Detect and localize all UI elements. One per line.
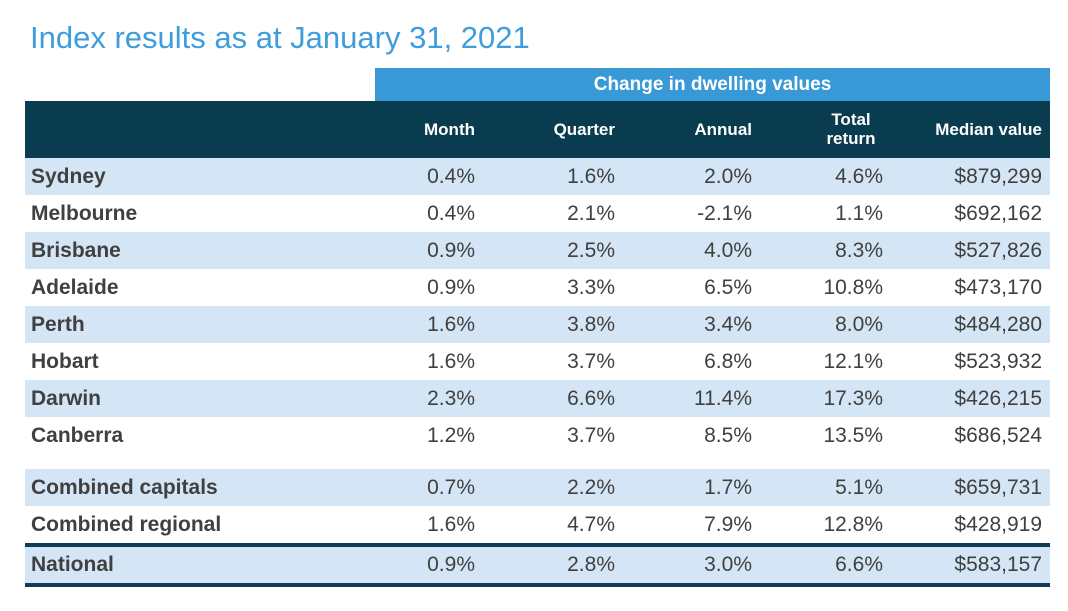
total-return-cell: 5.1% xyxy=(835,475,883,499)
month-cell: 0.9% xyxy=(427,275,475,299)
month-cell: 1.2% xyxy=(427,423,475,447)
capital-city-rows: Sydney 0.4% 1.6% 2.0% 4.6% $879,299 Melb… xyxy=(25,158,1050,454)
month-cell: 0.4% xyxy=(427,164,475,188)
table-row: Combined capitals 0.7% 2.2% 1.7% 5.1% $6… xyxy=(25,469,1050,506)
region-cell: Brisbane xyxy=(31,238,121,262)
month-cell: 1.6% xyxy=(427,512,475,536)
month-cell: 2.3% xyxy=(427,386,475,410)
total-return-cell: 4.6% xyxy=(835,164,883,188)
table-row: Hobart 1.6% 3.7% 6.8% 12.1% $523,932 xyxy=(25,343,1050,380)
table-row: Darwin 2.3% 6.6% 11.4% 17.3% $426,215 xyxy=(25,380,1050,417)
results-table: Change in dwelling values Month Quarter … xyxy=(25,68,1050,587)
total-return-cell: 1.1% xyxy=(835,201,883,225)
month-cell: 1.6% xyxy=(427,312,475,336)
region-cell: Canberra xyxy=(31,423,124,447)
median-value-cell: $686,524 xyxy=(954,423,1042,447)
median-value-cell: $879,299 xyxy=(954,164,1042,188)
annual-cell: 11.4% xyxy=(694,386,752,410)
group-spacer xyxy=(25,454,1050,469)
median-value-cell: $527,826 xyxy=(954,238,1042,262)
median-value-cell: $523,932 xyxy=(954,349,1042,373)
column-header-quarter: Quarter xyxy=(553,119,615,139)
table-row: Combined regional 1.6% 4.7% 7.9% 12.8% $… xyxy=(25,506,1050,543)
table-row: Adelaide 0.9% 3.3% 6.5% 10.8% $473,170 xyxy=(25,269,1050,306)
month-cell: 0.9% xyxy=(427,238,475,262)
annual-cell: 3.4% xyxy=(704,312,752,336)
table-row: Melbourne 0.4% 2.1% -2.1% 1.1% $692,162 xyxy=(25,195,1050,232)
table-row: Canberra 1.2% 3.7% 8.5% 13.5% $686,524 xyxy=(25,417,1050,454)
total-return-cell: 8.0% xyxy=(835,312,883,336)
column-header-total-return: Total return xyxy=(757,110,888,150)
median-value-cell: $473,170 xyxy=(954,275,1042,299)
quarter-cell: 3.7% xyxy=(567,349,615,373)
total-return-cell: 10.8% xyxy=(823,275,883,299)
table-row: Sydney 0.4% 1.6% 2.0% 4.6% $879,299 xyxy=(25,158,1050,195)
quarter-cell: 3.7% xyxy=(567,423,615,447)
page-title: Index results as at January 31, 2021 xyxy=(30,20,530,55)
spanner-header: Change in dwelling values xyxy=(375,68,1050,101)
annual-cell: 7.9% xyxy=(704,512,752,536)
table-row: Brisbane 0.9% 2.5% 4.0% 8.3% $527,826 xyxy=(25,232,1050,269)
month-cell: 0.7% xyxy=(427,475,475,499)
median-value-cell: $692,162 xyxy=(954,201,1042,225)
quarter-cell: 3.8% xyxy=(567,312,615,336)
annual-cell: -2.1% xyxy=(697,201,752,225)
median-value-cell: $484,280 xyxy=(954,312,1042,336)
region-cell: Darwin xyxy=(31,386,102,410)
annual-cell: 2.0% xyxy=(704,164,752,188)
total-return-cell: 6.6% xyxy=(835,553,883,576)
region-cell: Sydney xyxy=(31,164,106,188)
quarter-cell: 1.6% xyxy=(567,164,615,188)
region-cell: Melbourne xyxy=(31,201,138,225)
total-return-cell: 12.1% xyxy=(823,349,883,373)
region-cell: Perth xyxy=(31,312,85,336)
page: Index results as at January 31, 2021 Cha… xyxy=(0,16,1068,611)
annual-cell: 1.7% xyxy=(704,475,752,499)
quarter-cell: 6.6% xyxy=(567,386,615,410)
total-return-cell: 17.3% xyxy=(823,386,883,410)
region-cell: Combined capitals xyxy=(31,475,218,499)
quarter-cell: 4.7% xyxy=(567,512,615,536)
region-cell: National xyxy=(31,553,114,576)
median-value-cell: $583,157 xyxy=(954,553,1042,576)
annual-cell: 8.5% xyxy=(704,423,752,447)
column-header-annual: Annual xyxy=(694,119,752,139)
total-return-cell: 13.5% xyxy=(823,423,883,447)
table-row-national: National 0.9% 2.8% 3.0% 6.6% $583,157 xyxy=(25,543,1050,587)
quarter-cell: 3.3% xyxy=(567,275,615,299)
total-return-cell: 8.3% xyxy=(835,238,883,262)
median-value-cell: $659,731 xyxy=(954,475,1042,499)
annual-cell: 6.8% xyxy=(704,349,752,373)
month-cell: 1.6% xyxy=(427,349,475,373)
column-header-total-return-label: Total return xyxy=(826,109,876,149)
median-value-cell: $426,215 xyxy=(954,386,1042,410)
annual-cell: 6.5% xyxy=(704,275,752,299)
quarter-cell: 2.1% xyxy=(567,201,615,225)
annual-cell: 3.0% xyxy=(704,553,752,576)
column-header-row: Month Quarter Annual Total return Median… xyxy=(25,101,1050,158)
region-cell: Adelaide xyxy=(31,275,119,299)
spanner-header-spacer xyxy=(25,68,375,101)
spanner-header-row: Change in dwelling values xyxy=(25,68,1050,101)
month-cell: 0.4% xyxy=(427,201,475,225)
region-cell: Combined regional xyxy=(31,512,222,536)
column-header-median-value: Median value xyxy=(935,119,1042,139)
combined-summary-rows: Combined capitals 0.7% 2.2% 1.7% 5.1% $6… xyxy=(25,469,1050,543)
quarter-cell: 2.8% xyxy=(567,553,615,576)
quarter-cell: 2.2% xyxy=(567,475,615,499)
median-value-cell: $428,919 xyxy=(954,512,1042,536)
table-row: Perth 1.6% 3.8% 3.4% 8.0% $484,280 xyxy=(25,306,1050,343)
total-return-cell: 12.8% xyxy=(823,512,883,536)
region-cell: Hobart xyxy=(31,349,99,373)
quarter-cell: 2.5% xyxy=(567,238,615,262)
month-cell: 0.9% xyxy=(427,553,475,576)
annual-cell: 4.0% xyxy=(704,238,752,262)
column-header-month: Month xyxy=(424,119,475,139)
